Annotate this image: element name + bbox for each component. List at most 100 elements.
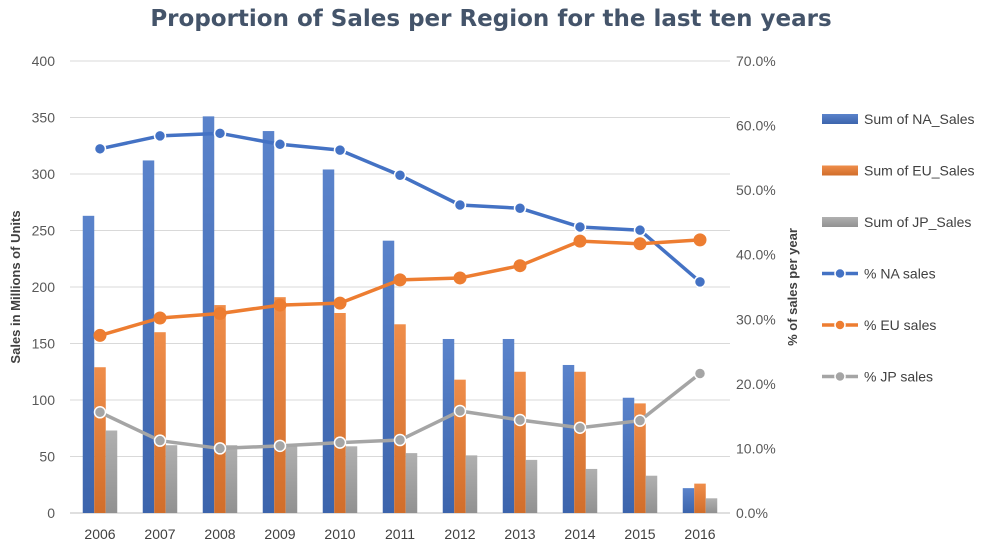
point--na-sales (333, 143, 347, 157)
point--na-sales (453, 198, 467, 212)
point--eu-sales (93, 328, 107, 342)
bar-sum-of-na-sales (262, 131, 275, 513)
x-tick-label: 2006 (84, 526, 115, 542)
bar-sum-of-eu-sales (634, 403, 646, 513)
bar-sum-of-na-sales (142, 160, 155, 513)
legend-label: % EU sales (864, 317, 936, 333)
legend-marker (834, 267, 846, 280)
legend-swatch (822, 165, 858, 176)
bar-sum-of-eu-sales (274, 297, 286, 513)
bar-sum-of-na-sales (322, 169, 335, 514)
lines (93, 127, 707, 455)
point--eu-sales (213, 306, 227, 320)
point--jp-sales (273, 439, 287, 453)
y2-tick-label: 10.0% (736, 440, 776, 456)
legend-swatch (822, 114, 858, 124)
bar-sum-of-jp-sales (225, 445, 238, 513)
y2-tick-label: 40.0% (736, 247, 776, 263)
point--eu-sales (513, 259, 527, 273)
chart-title: Proportion of Sales per Region for the l… (150, 6, 832, 32)
y2-tick-label: 50.0% (736, 182, 776, 198)
point--jp-sales (453, 404, 467, 418)
bar-sum-of-na-sales (502, 338, 515, 513)
point--jp-sales (153, 434, 167, 447)
legend-item: % JP sales (822, 369, 933, 385)
y-tick-label: 350 (32, 110, 56, 126)
bar-sum-of-eu-sales (394, 324, 406, 513)
bar-sum-of-jp-sales (345, 446, 358, 513)
legend-marker (834, 319, 846, 331)
legend-label: Sum of NA_Sales (864, 111, 975, 127)
bar-sum-of-na-sales (382, 240, 395, 514)
line--na-sales (98, 131, 702, 284)
bar-sum-of-eu-sales (454, 379, 466, 513)
y2-tick-label: 20.0% (736, 376, 776, 392)
bar-sum-of-na-sales (682, 488, 695, 513)
bar-sum-of-jp-sales (165, 445, 178, 513)
point--eu-sales (573, 234, 587, 248)
y-tick-label: 100 (32, 392, 56, 408)
point--eu-sales (453, 271, 467, 285)
point--na-sales (393, 169, 407, 182)
legend-label: Sum of EU_Sales (864, 163, 975, 179)
bar-sum-of-eu-sales (154, 332, 166, 513)
x-tick-label: 2007 (144, 526, 175, 542)
point--jp-sales (393, 433, 407, 447)
x-tick-label: 2011 (385, 526, 415, 542)
point--na-sales (213, 127, 227, 140)
point--eu-sales (153, 311, 167, 325)
x-tick-label: 2016 (684, 526, 715, 542)
bar-sum-of-jp-sales (705, 498, 718, 513)
point--jp-sales (213, 442, 227, 455)
point--na-sales (93, 142, 107, 156)
point--eu-sales (333, 296, 347, 310)
point--jp-sales (693, 367, 707, 380)
legend-label: % NA sales (864, 266, 936, 282)
y-tick-label: 150 (32, 336, 56, 352)
legend-label: Sum of JP_Sales (864, 214, 971, 230)
legend-swatch (822, 217, 858, 227)
x-tick-label: 2012 (444, 526, 475, 542)
legend: Sum of NA_Sales Sum of EU_Sales Sum of JP_… (822, 111, 975, 385)
legend-marker (834, 370, 846, 383)
bar-sum-of-na-sales (622, 397, 635, 513)
y-tick-label: 250 (32, 223, 56, 239)
bar-sum-of-jp-sales (465, 455, 478, 513)
legend-item: % EU sales (822, 317, 936, 333)
bar-sum-of-jp-sales (525, 459, 538, 513)
bar-sum-of-eu-sales (94, 367, 106, 513)
y-axis-title: Sales in Millions of Units (8, 210, 23, 363)
point--na-sales (513, 201, 527, 215)
point--jp-sales (573, 421, 587, 435)
bar-sum-of-jp-sales (405, 453, 418, 513)
point--jp-sales (513, 413, 527, 427)
bar-sum-of-jp-sales (585, 468, 598, 513)
point--eu-sales (633, 237, 647, 251)
x-tick-label: 2008 (204, 526, 235, 542)
point--na-sales (273, 138, 287, 151)
y2-tick-label: 0.0% (736, 505, 768, 521)
bar-sum-of-eu-sales (694, 483, 706, 513)
bar-sum-of-eu-sales (334, 312, 346, 513)
point--jp-sales (333, 436, 347, 449)
bar-sum-of-na-sales (442, 338, 455, 513)
y2-tick-label: 30.0% (736, 311, 776, 327)
y-tick-label: 0 (47, 505, 55, 521)
bar-sum-of-jp-sales (285, 444, 298, 513)
point--eu-sales (693, 233, 707, 247)
bar-sum-of-eu-sales (214, 305, 226, 513)
legend-item: % NA sales (822, 266, 936, 282)
legend-label: % JP sales (864, 369, 933, 385)
y-tick-label: 200 (32, 279, 56, 295)
bar-sum-of-jp-sales (105, 430, 118, 513)
point--eu-sales (273, 298, 287, 312)
axes: 0 50 100 150 200 250 300 350 400 0.0% 10.0% 20.0% 30… (8, 53, 800, 542)
point--na-sales (573, 220, 587, 234)
y2-tick-label: 60.0% (736, 118, 776, 134)
y2-tick-label: 70.0% (736, 53, 776, 69)
y-tick-label: 400 (32, 53, 56, 69)
x-tick-label: 2014 (564, 526, 595, 542)
y-tick-label: 50 (39, 449, 55, 465)
